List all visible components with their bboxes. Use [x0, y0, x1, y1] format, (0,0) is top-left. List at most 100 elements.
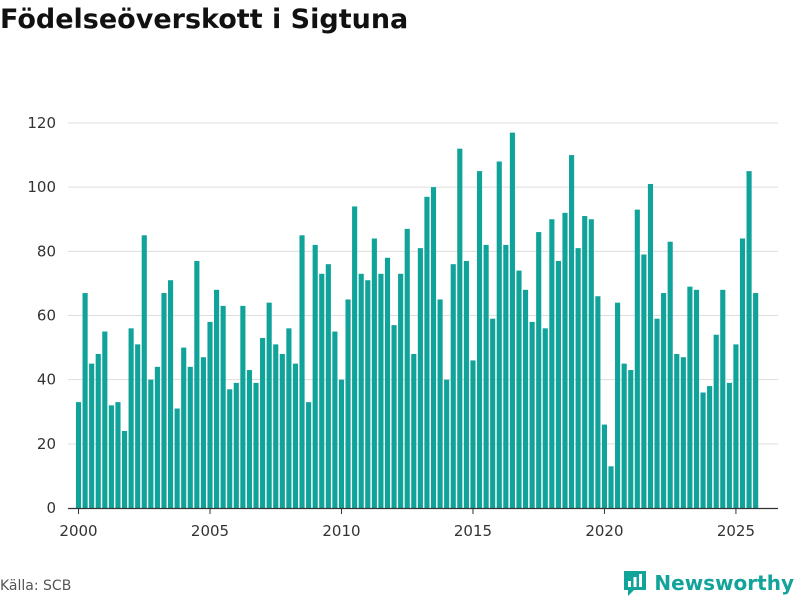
bar [417, 248, 423, 509]
bar [555, 260, 561, 508]
bar [89, 363, 95, 509]
bar [371, 238, 377, 508]
bar [391, 325, 397, 509]
x-tick-label: 2015 [454, 522, 492, 540]
bar [549, 219, 555, 508]
bar [404, 228, 410, 509]
x-axis-labels: 2000 2005 2010 2015 2020 2025 [59, 522, 755, 540]
bar [470, 360, 476, 508]
bar [713, 334, 719, 508]
bar [141, 235, 147, 509]
bar [608, 466, 614, 508]
grid-lines [68, 122, 778, 445]
bar [542, 328, 548, 508]
bar [102, 331, 108, 508]
bar [148, 379, 154, 508]
bar [687, 286, 693, 509]
bar [674, 354, 680, 508]
bar [246, 370, 253, 508]
bar [332, 331, 338, 508]
bar [582, 216, 588, 509]
bar [680, 357, 686, 508]
bar [457, 148, 463, 509]
chart-title: Födelseöverskott i Sigtuna [0, 4, 409, 35]
bar [529, 321, 535, 508]
y-tick-label: 0 [46, 499, 56, 517]
bar [726, 382, 732, 509]
bar [352, 206, 358, 509]
bar [75, 402, 82, 509]
bar [693, 289, 700, 508]
bar [700, 392, 706, 508]
y-tick-label: 40 [37, 371, 56, 389]
bar [214, 289, 220, 508]
bar [253, 382, 259, 509]
bar [398, 273, 404, 508]
bar [509, 132, 515, 509]
bar [135, 344, 141, 509]
bar [95, 354, 101, 508]
bar [194, 260, 200, 508]
bar [476, 171, 483, 509]
bar [450, 264, 456, 508]
bar [306, 402, 312, 509]
y-tick-label: 60 [37, 307, 56, 325]
bar [286, 328, 292, 508]
bar [634, 209, 640, 509]
source-note: Källa: SCB [0, 578, 72, 594]
bar [227, 389, 233, 508]
y-tick-label: 100 [27, 178, 56, 196]
bar [108, 405, 114, 508]
bar [121, 431, 128, 508]
bar [503, 244, 509, 509]
bar [378, 273, 384, 508]
bar [233, 382, 239, 509]
bar [345, 299, 351, 508]
bar [181, 347, 187, 508]
y-tick-label: 120 [27, 114, 56, 132]
bar [338, 379, 345, 508]
bar [628, 370, 634, 508]
bar [240, 305, 246, 509]
bar [187, 366, 193, 508]
bar [516, 270, 522, 508]
x-tick-label: 2000 [59, 522, 97, 540]
newsworthy-logo-icon [624, 571, 647, 596]
bar [522, 289, 529, 508]
bar [115, 402, 121, 509]
brand-logo[interactable]: Newsworthy [622, 569, 794, 597]
bars [75, 132, 759, 509]
bar [615, 302, 621, 508]
bar [601, 424, 608, 508]
bar [411, 354, 417, 508]
bar [753, 293, 759, 508]
bar [739, 238, 746, 508]
bar [575, 248, 581, 509]
bar [720, 289, 726, 508]
bar [358, 273, 364, 508]
bar [207, 321, 213, 508]
bar [200, 357, 206, 508]
bar [220, 305, 226, 509]
bar [661, 293, 667, 508]
brand-name: Newsworthy [654, 571, 794, 595]
bar [161, 293, 167, 508]
bar [279, 354, 285, 508]
bar [621, 363, 627, 509]
bar [384, 257, 391, 508]
bar [641, 254, 647, 508]
x-tick-label: 2020 [585, 522, 623, 540]
bar [273, 344, 279, 509]
bar [167, 280, 174, 508]
x-axis [68, 507, 778, 514]
bar [266, 302, 272, 508]
bar [746, 171, 752, 509]
bar [733, 344, 739, 509]
bar [82, 293, 88, 508]
bar [562, 212, 568, 508]
x-tick-label: 2010 [322, 522, 360, 540]
bar [128, 328, 134, 508]
bar [595, 296, 601, 508]
bar [365, 280, 371, 508]
